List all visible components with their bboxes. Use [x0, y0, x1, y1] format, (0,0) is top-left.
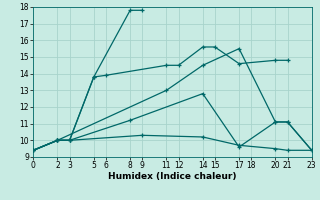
X-axis label: Humidex (Indice chaleur): Humidex (Indice chaleur) [108, 172, 237, 181]
